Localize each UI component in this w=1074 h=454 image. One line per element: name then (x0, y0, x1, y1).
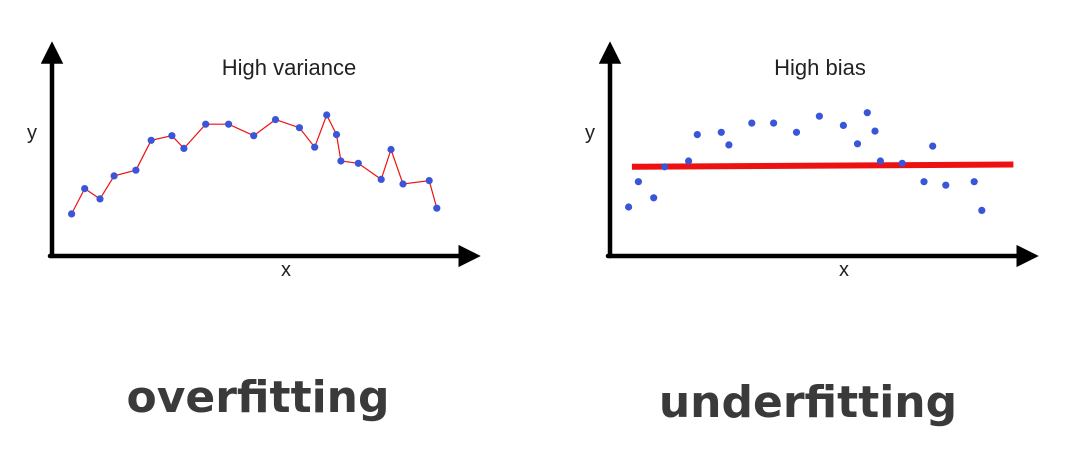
data-point (853, 140, 862, 148)
data-point (168, 132, 176, 140)
overfitting-panel: High variance y x (27, 41, 481, 281)
data-point (225, 120, 233, 128)
data-point (685, 157, 693, 165)
data-point (650, 194, 658, 202)
data-point (399, 180, 407, 188)
data-point (978, 206, 986, 214)
data-point (202, 120, 210, 128)
data-point (68, 210, 76, 218)
data-point (876, 157, 885, 165)
data-point (863, 109, 871, 117)
data-point (323, 111, 331, 119)
data-point (147, 136, 155, 144)
data-point (625, 203, 633, 211)
data-point (332, 131, 341, 139)
data-point (942, 181, 950, 189)
data-point (295, 124, 303, 132)
data-point (725, 141, 733, 149)
data-point (634, 178, 643, 186)
underfitting-panel: High bias y x (585, 41, 1039, 281)
data-point (250, 132, 258, 140)
overfitting-caption: overfitting (126, 372, 389, 423)
data-point (132, 166, 140, 174)
data-point (839, 121, 848, 129)
data-point (792, 128, 801, 136)
data-point (271, 116, 280, 124)
data-point (717, 128, 725, 136)
data-point (337, 157, 345, 165)
underfitting-caption: underfitting (659, 377, 957, 428)
data-point (425, 177, 433, 185)
data-point (180, 144, 188, 152)
data-point (920, 178, 928, 186)
data-point (871, 127, 879, 135)
data-point (81, 185, 89, 193)
fit-line (631, 161, 1014, 170)
data-point (929, 142, 937, 150)
data-point (387, 145, 395, 154)
data-point (661, 163, 669, 171)
y-axis-label: y (585, 122, 595, 144)
y-axis-label: y (27, 122, 37, 144)
x-axis-label: x (839, 259, 849, 281)
data-point (770, 119, 778, 127)
data-point (96, 195, 104, 203)
data-point (110, 172, 118, 180)
data-point (354, 159, 362, 167)
data-point (815, 112, 824, 120)
data-point (970, 178, 978, 186)
data-point (311, 143, 319, 151)
data-point (377, 175, 385, 183)
chart-title: High bias (774, 55, 866, 80)
x-axis-label: x (281, 259, 291, 281)
data-point (898, 159, 906, 167)
chart-title: High variance (222, 55, 357, 80)
overfit-curve (71, 113, 438, 215)
data-point (433, 204, 441, 212)
plot-area (68, 111, 441, 218)
data-point (693, 131, 701, 139)
plot-area (625, 109, 1014, 214)
data-point (748, 119, 756, 127)
